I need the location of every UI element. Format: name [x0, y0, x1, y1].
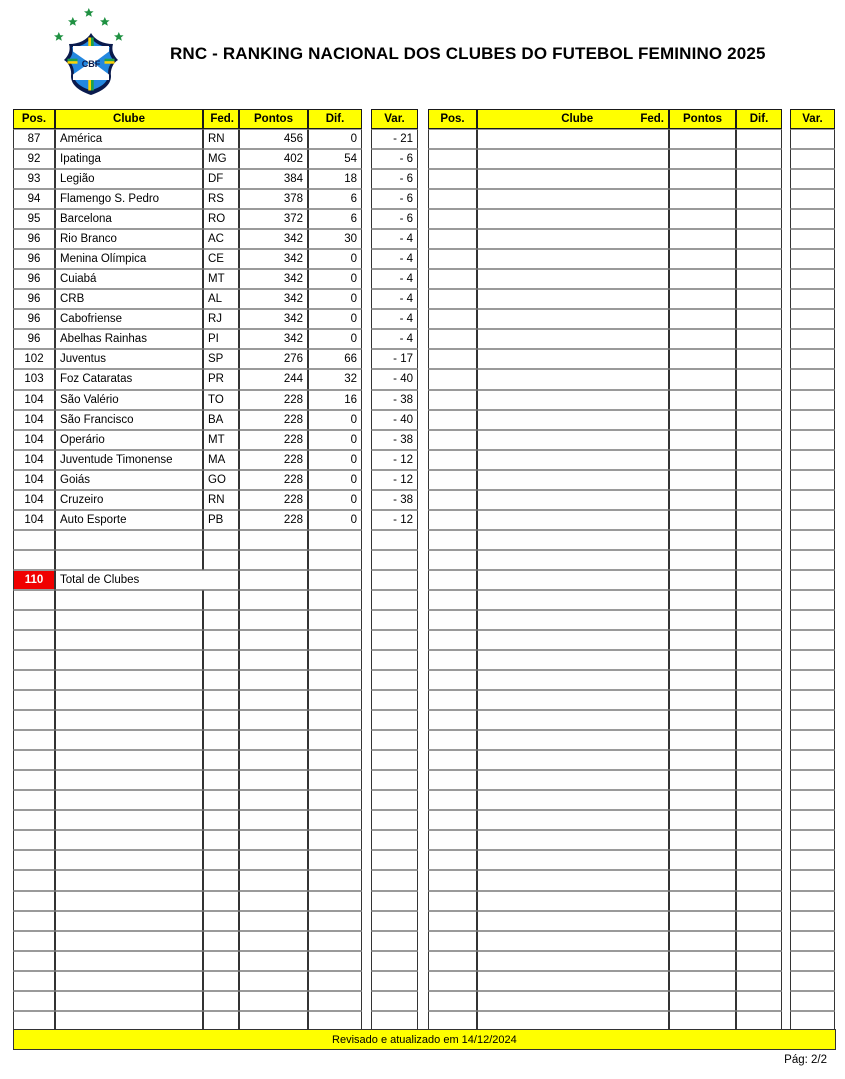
svg-text:CBF: CBF [82, 59, 101, 69]
